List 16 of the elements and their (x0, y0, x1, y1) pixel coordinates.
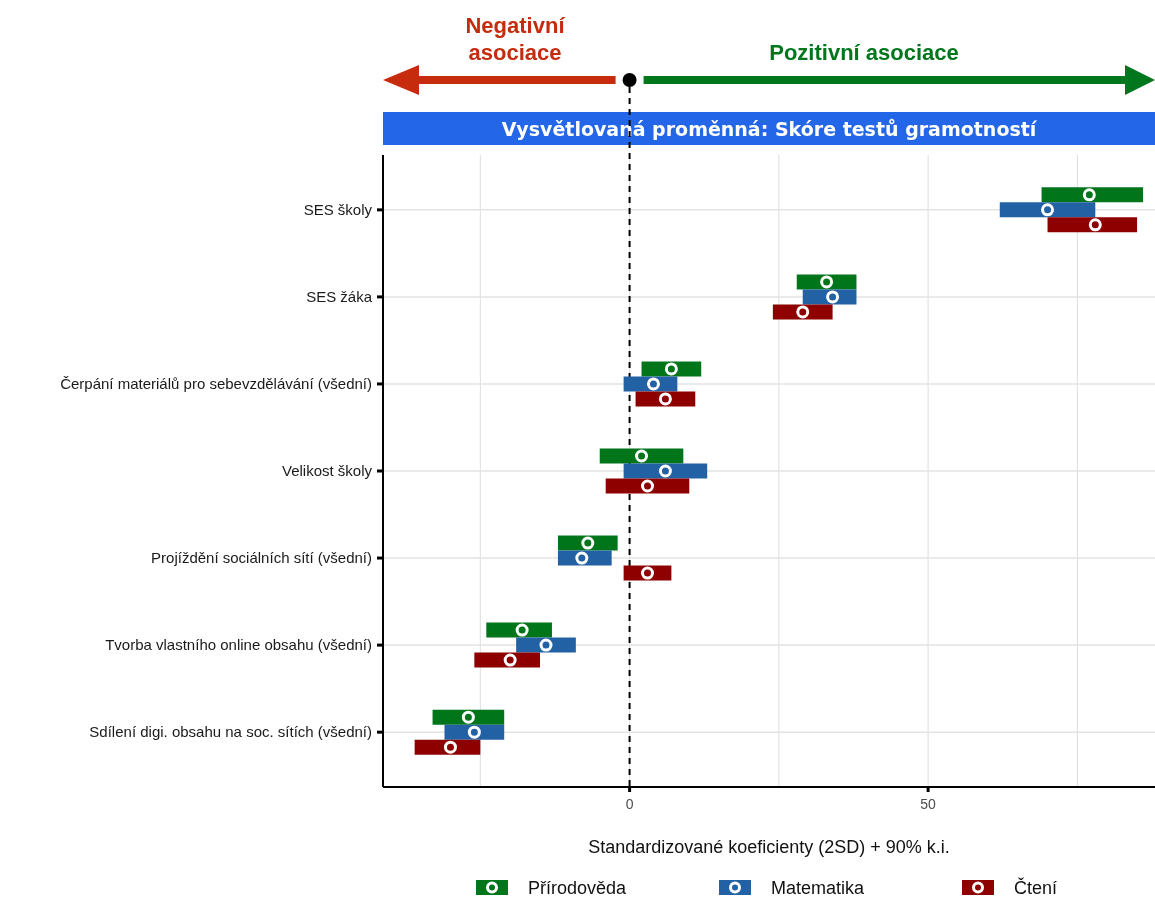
x-tick-label: 0 (625, 796, 634, 812)
y-tick-label: Sdílení digi. obsahu na soc. sítích (všední) (89, 723, 372, 741)
y-tick-label: Velikost školy (281, 462, 373, 479)
x-axis-title: Standardizované koeficienty (2SD) + 90% k.i. (588, 837, 950, 857)
y-tick-label: SES školy (303, 200, 373, 218)
legend-label: Čtení (1014, 877, 1058, 898)
y-tick-label: Projíždění sociálních sítí (všední) (151, 549, 372, 567)
chart-title: Vysvětlovaná proměnná: Skóre testů gramotností (501, 118, 1038, 140)
text: Pozitivní asociace (769, 40, 959, 65)
legend-label: Matematika (771, 878, 866, 898)
y-tick-label: SES žáka (306, 287, 373, 305)
y-tick-label: Čerpání materiálů pro sebevzdělávání (všední) (60, 374, 372, 392)
x-tick-label: 50 (920, 796, 937, 812)
text: Negativní asociace (465, 13, 566, 65)
y-tick-label: Tvorba vlastního online obsahu (všední) (105, 636, 372, 654)
legend-label: Přírodověda (528, 878, 628, 898)
